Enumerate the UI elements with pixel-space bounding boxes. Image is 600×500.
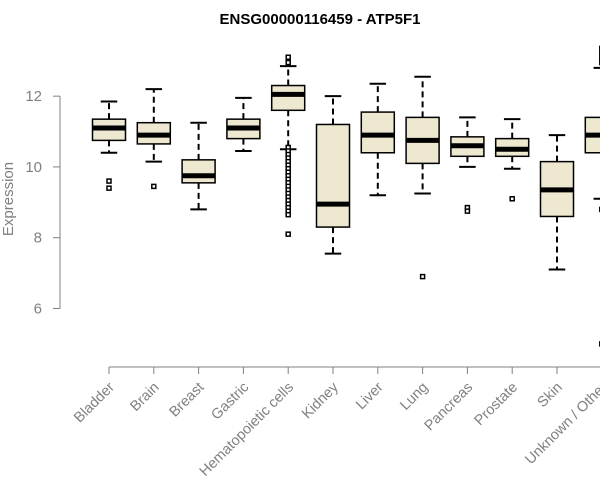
x-tick-label-skin: Skin [535, 380, 566, 411]
y-tick-label-10: 10 [25, 159, 42, 176]
y-tick-label-12: 12 [25, 88, 42, 105]
box-group-hematopoietic-cells [270, 54, 306, 237]
box-group-breast [181, 121, 216, 211]
x-tick-label-gastric: Gastric [208, 380, 252, 424]
outlier-lung [419, 273, 426, 280]
outlier-hematopoietic-cells [285, 59, 291, 66]
y-tick-label-6: 6 [34, 300, 42, 317]
y-tick-label-8: 8 [34, 230, 42, 247]
box-kidney [315, 123, 351, 228]
x-tick-label-kidney: Kidney [299, 379, 342, 422]
y-axis-title: Expression [0, 162, 17, 236]
x-tick-label-brain: Brain [127, 380, 162, 415]
x-tick-label-prostate: Prostate [472, 380, 521, 429]
outlier-hematopoietic-cells [285, 231, 291, 237]
outlier-hematopoietic-cells [285, 54, 291, 60]
outlier-bladder [106, 178, 112, 184]
box-group-unknown-other [584, 45, 600, 347]
box-liver [360, 111, 396, 154]
box-group-liver [360, 82, 396, 197]
y-axis: 6 8 10 12 [25, 88, 61, 317]
box-group-kidney [315, 95, 351, 255]
boxes-group [91, 45, 600, 347]
box-hematopoietic-cells [270, 84, 306, 112]
chart-title: ENSG00000116459 - ATP5F1 [220, 11, 421, 28]
x-tick-label-breast: Breast [166, 380, 207, 421]
box-group-skin [539, 134, 575, 271]
box-group-bladder [91, 100, 127, 191]
x-tick-label-lung: Lung [397, 380, 431, 414]
outlier-brain [151, 183, 157, 190]
box-breast [181, 159, 216, 184]
outlier-hematopoietic-cells [285, 211, 291, 218]
box-group-brain [136, 88, 172, 190]
x-tick-label-bladder: Bladder [71, 379, 118, 426]
outlier-pancreas [464, 208, 471, 214]
box-group-gastric [226, 96, 261, 152]
box-group-lung [405, 75, 440, 280]
x-tick-label-liver: Liver [353, 379, 387, 413]
box-group-pancreas [450, 116, 485, 214]
outlier-prostate [509, 196, 515, 202]
outlier-bladder [106, 185, 112, 191]
x-tick-label-pancreas: Pancreas [422, 380, 477, 435]
box-group-prostate [494, 118, 530, 202]
